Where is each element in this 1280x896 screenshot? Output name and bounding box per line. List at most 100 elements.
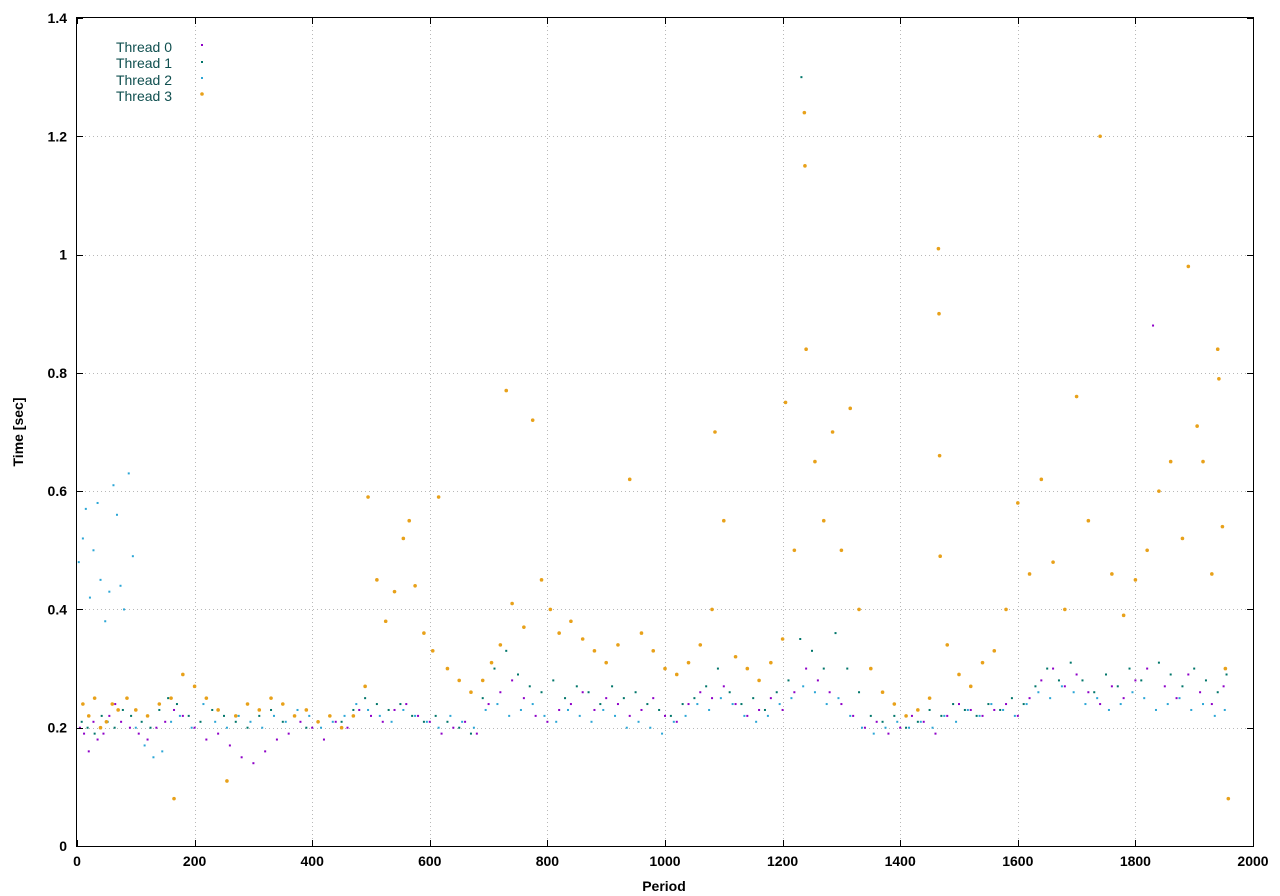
data-point-thread-1 [234,720,237,723]
data-point-thread-0 [899,726,902,729]
data-point-thread-0 [1152,324,1155,327]
data-point-thread-2 [590,720,593,723]
data-point-thread-1 [622,697,625,700]
data-point-thread-3 [869,666,873,671]
data-point-thread-0 [334,720,337,723]
data-point-thread-0 [264,750,267,753]
data-point-thread-3 [651,649,656,653]
data-point-thread-1 [716,667,719,670]
data-point-thread-3 [674,672,679,677]
data-point-thread-1 [1128,667,1131,670]
data-point-thread-2 [1131,691,1134,694]
data-point-thread-0 [228,744,231,747]
data-point-thread-3 [992,649,997,653]
data-point-thread-3 [1180,536,1185,541]
series-thread-1 [80,76,1228,735]
data-point-thread-3 [857,607,861,612]
data-point-thread-0 [440,732,443,735]
data-point-thread-1 [167,697,170,700]
data-point-thread-1 [952,703,955,706]
data-point-thread-2 [978,714,981,717]
data-point-thread-2 [84,507,87,510]
data-point-thread-0 [910,714,913,717]
data-point-thread-3 [904,714,908,718]
data-point-thread-3 [1145,548,1149,553]
data-point-thread-2 [943,714,946,717]
y-tick-label: 0 [59,838,67,854]
data-point-thread-2 [955,720,958,723]
data-point-thread-2 [543,714,546,717]
data-point-thread-3 [192,684,197,689]
data-point-thread-2 [578,714,581,717]
data-point-thread-0 [1146,667,1149,670]
data-point-thread-1 [281,720,284,723]
data-point-thread-1 [658,708,661,711]
legend-entry-thread-1: Thread 1 [116,55,203,71]
data-point-thread-3 [328,714,332,718]
series-thread-3 [81,110,1231,801]
data-point-thread-0 [993,708,996,711]
data-point-thread-2 [637,720,640,723]
data-point-thread-3 [569,619,573,624]
data-point-thread-0 [1222,685,1225,688]
data-point-thread-3 [757,678,761,683]
data-point-thread-0 [522,697,525,700]
data-point-thread-2 [860,726,863,729]
data-point-thread-2 [134,726,137,729]
data-point-thread-1 [1193,667,1196,670]
data-point-thread-2 [1037,691,1040,694]
data-point-thread-2 [508,714,511,717]
data-point-thread-1 [693,697,696,700]
data-point-thread-3 [116,708,120,712]
data-point-thread-2 [343,714,346,717]
x-tick-label: 1400 [885,853,916,869]
data-point-thread-1 [113,726,116,729]
data-point-thread-2 [837,697,840,700]
x-tick-label: 0 [73,853,81,869]
data-point-thread-3 [422,631,426,635]
data-point-thread-0 [863,726,866,729]
data-point-thread-0 [511,679,514,682]
data-point-thread-1 [305,726,308,729]
data-point-thread-1 [775,691,778,694]
data-point-thread-2 [731,703,734,706]
data-point-thread-3 [110,702,115,706]
data-point-thread-0 [1210,703,1213,706]
data-point-thread-3 [1063,607,1067,612]
x-tick-labels: 0 200 400 600 800 1000 1200 1400 1600 1800 2000 [73,853,1269,869]
data-point-thread-0 [155,726,158,729]
data-point-thread-3 [627,477,632,482]
data-point-thread-0 [605,697,608,700]
data-point-thread-0 [393,708,396,711]
data-point-thread-1 [528,685,531,688]
data-point-thread-2 [402,708,405,711]
data-point-thread-1 [364,697,367,700]
data-point-thread-2 [966,708,969,711]
data-point-thread-0 [593,708,596,711]
data-point-thread-1 [93,732,96,735]
data-point-thread-3 [1051,560,1055,564]
data-point-thread-0 [711,697,714,700]
data-point-thread-2 [1154,708,1157,711]
data-point-thread-0 [381,720,384,723]
data-point-thread-3 [783,400,788,405]
data-point-thread-3 [945,643,950,647]
data-point-thread-1 [140,720,143,723]
data-point-thread-0 [758,708,761,711]
data-point-thread-1 [1140,679,1143,682]
data-point-thread-0 [405,703,408,706]
data-point-thread-3 [407,518,412,523]
data-point-thread-0 [83,732,86,735]
data-point-thread-0 [828,691,831,694]
legend-entry-thread-0: Thread 0 [116,39,203,55]
data-point-thread-2 [92,549,95,552]
data-point-thread-2 [143,744,146,747]
data-point-thread-0 [652,697,655,700]
data-point-thread-3 [457,678,462,683]
data-point-thread-0 [546,720,549,723]
data-point-thread-2 [614,714,617,717]
data-point-thread-0 [534,714,537,717]
data-point-thread-0 [969,708,972,711]
data-point-thread-3 [216,708,220,712]
data-point-thread-1 [352,708,355,711]
